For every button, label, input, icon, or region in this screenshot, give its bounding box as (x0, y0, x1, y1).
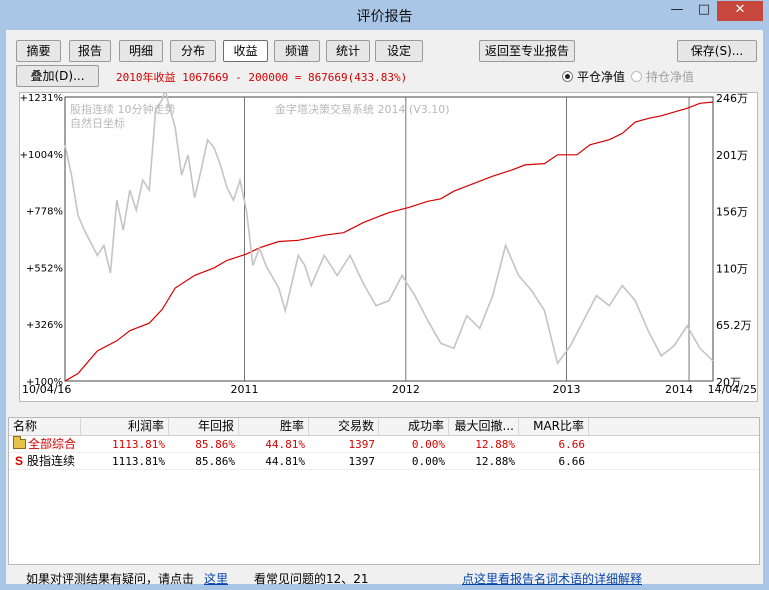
x-tick-label: 14/04/25 (708, 383, 757, 396)
x-tick-label: 2014 (665, 383, 693, 396)
x-tick-label: 2011 (230, 383, 258, 396)
x-tick-label: 2012 (392, 383, 420, 396)
cell-profit-rate: 1113.81% (112, 438, 165, 451)
left-tick-label: +778% (26, 207, 63, 218)
minimize-button[interactable]: — (670, 2, 684, 17)
left-tick-label: +1231% (20, 93, 63, 104)
cell-win-rate: 44.81% (265, 438, 305, 451)
cell-annual-return: 85.86% (195, 438, 235, 451)
save-button[interactable]: 保存(S)... (677, 40, 757, 62)
radio-unchecked-icon (631, 71, 642, 82)
title-bar: 评价报告 — □ ✕ (0, 0, 769, 30)
header-win-rate[interactable]: 胜率 (239, 418, 309, 435)
table-row[interactable]: S 股指连续 1113.81% 85.86% 44.81% 1397 0.00% … (9, 453, 759, 470)
cell-max-drawdown: 12.88% (475, 455, 515, 468)
cell-annual-return: 85.86% (195, 455, 235, 468)
radio-flat-net-label: 平仓净值 (577, 70, 626, 84)
header-trades[interactable]: 交易数 (309, 418, 379, 435)
radio-hold-net[interactable]: 持仓净值 (631, 68, 694, 85)
header-mar-ratio[interactable]: MAR比率 (519, 418, 589, 435)
cell-success-rate: 0.00% (411, 455, 445, 468)
cell-trades: 1397 (348, 438, 376, 451)
equity-chart: +1231% +1004% +778% +552% +326% +100% 246万 201万… (19, 86, 758, 402)
row-name: 股指连续 (27, 454, 76, 468)
overlay-button[interactable]: 叠加(D)... (16, 65, 99, 87)
cell-mar-ratio: 6.66 (558, 455, 586, 468)
right-tick-label: 20万 (716, 376, 741, 389)
plot-frame (64, 96, 714, 382)
tab-details[interactable]: 明细 (119, 40, 163, 62)
tab-spectrum[interactable]: 频谱 (274, 40, 320, 62)
stats-table: 名称 利润率 年回报 胜率 交易数 成功率 最大回撤... MAR比率 全部综合… (8, 417, 760, 565)
client-area: 摘要 报告 明细 分布 收益 频谱 统计 设定 返回至专业报告 保存(S)...… (6, 30, 763, 586)
tab-settings[interactable]: 设定 (375, 40, 423, 62)
system-label: 金字塔决策交易系统 2014 (V3.10) (275, 102, 450, 116)
row-name: 全部综合 (28, 437, 77, 451)
folder-icon (13, 436, 26, 449)
cell-trades: 1397 (348, 455, 376, 468)
maximize-button[interactable]: □ (697, 2, 711, 17)
tab-distribution[interactable]: 分布 (170, 40, 216, 62)
tab-returns[interactable]: 收益 (223, 40, 268, 62)
header-annual-return[interactable]: 年回报 (169, 418, 239, 435)
cell-profit-rate: 1113.81% (112, 455, 165, 468)
glossary-link[interactable]: 点这里看报告名词术语的详细解释 (462, 572, 643, 586)
close-button[interactable]: ✕ (717, 1, 763, 21)
right-tick-label: 65.2万 (716, 319, 752, 332)
right-tick-label: 201万 (716, 149, 748, 162)
header-name[interactable]: 名称 (9, 418, 81, 435)
left-tick-label: +552% (26, 263, 63, 274)
equity-curve-line (64, 101, 714, 382)
cell-mar-ratio: 6.66 (558, 438, 586, 451)
cell-success-rate: 0.00% (411, 438, 445, 451)
table-row[interactable]: 全部综合 1113.81% 85.86% 44.81% 1397 0.00% 1… (9, 436, 759, 453)
right-tick-label: 156万 (716, 206, 748, 219)
tab-statistics[interactable]: 统计 (326, 40, 370, 62)
radio-flat-net[interactable]: 平仓净值 (562, 68, 625, 85)
left-tick-label: +100% (26, 377, 63, 388)
tab-summary[interactable]: 摘要 (16, 40, 61, 62)
header-success-rate[interactable]: 成功率 (379, 418, 449, 435)
return-pro-report-button[interactable]: 返回至专业报告 (479, 40, 575, 62)
radio-checked-icon (562, 71, 573, 82)
right-tick-label: 246万 (716, 93, 748, 105)
cell-max-drawdown: 12.88% (475, 438, 515, 451)
right-tick-label: 110万 (716, 262, 748, 275)
cell-win-rate: 44.81% (265, 455, 305, 468)
here-link[interactable]: 这里 (204, 572, 229, 586)
header-profit-rate[interactable]: 利润率 (81, 418, 169, 435)
left-tick-label: +1004% (20, 150, 63, 161)
x-tick-label: 2013 (553, 383, 581, 396)
profit-summary: 2010年收益 1067669 - 200000 = 867669(433.83… (116, 71, 408, 84)
question-text: 如果对评测结果有疑问，请点击 (26, 572, 195, 586)
s-strategy-icon: S (14, 454, 23, 468)
watermark-line-2: 自然日坐标 (70, 116, 125, 130)
window-title: 评价报告 (356, 9, 413, 25)
tab-report[interactable]: 报告 (69, 40, 111, 62)
left-tick-label: +326% (26, 320, 63, 331)
index-price-line (64, 86, 714, 366)
header-max-drawdown[interactable]: 最大回撤... (449, 418, 519, 435)
radio-hold-net-label: 持仓净值 (646, 70, 695, 84)
table-header: 名称 利润率 年回报 胜率 交易数 成功率 最大回撤... MAR比率 (9, 418, 759, 436)
faq-text: 看常见问题的12、21 (254, 572, 369, 586)
chart-svg: +1231% +1004% +778% +552% +326% +100% 246万 201万… (20, 86, 757, 396)
x-tick-label: 10/04/16 (22, 383, 71, 396)
watermark-line-1: 股指连续 10分钟走势 (70, 102, 176, 116)
